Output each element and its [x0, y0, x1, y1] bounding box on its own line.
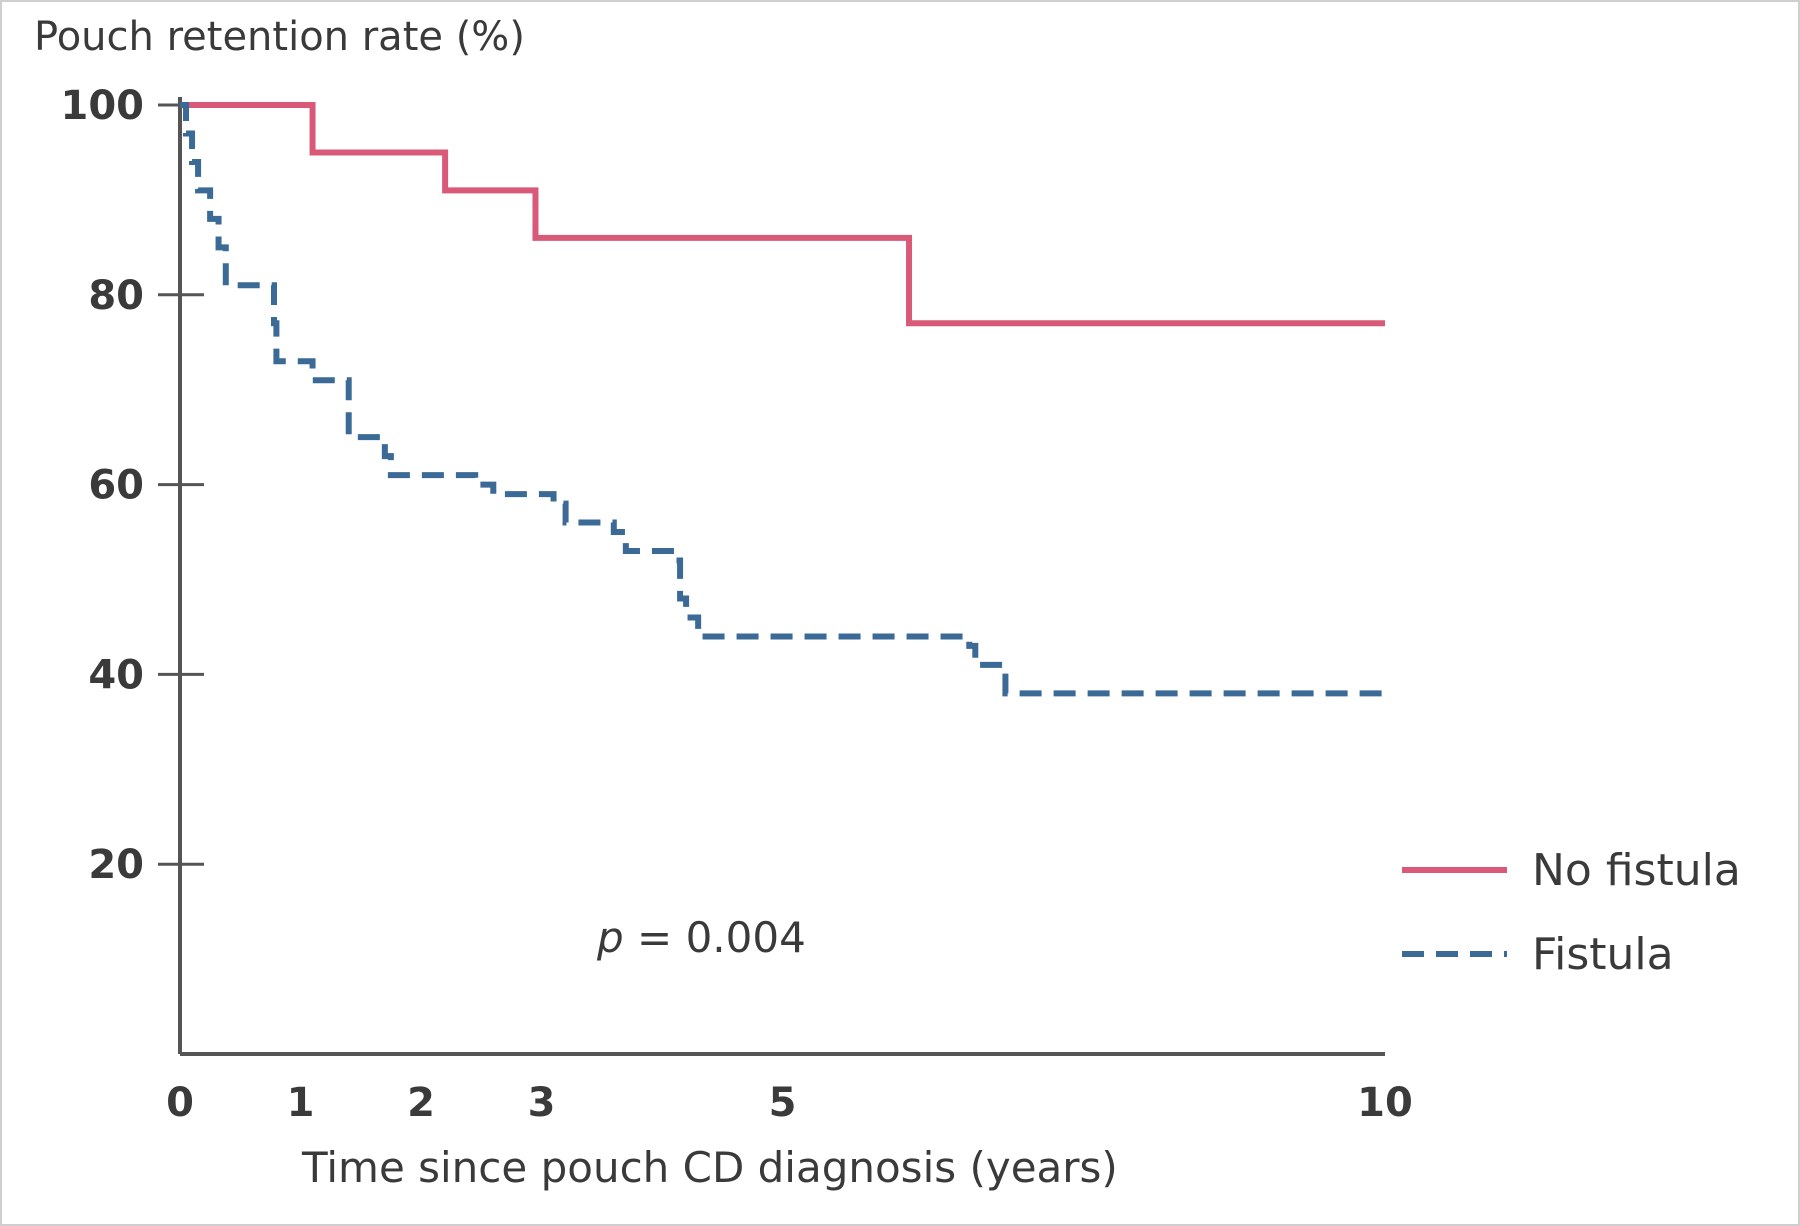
p-value-annotation: p = 0.004	[596, 913, 806, 962]
p-value-symbol: p	[596, 913, 624, 962]
y-axis-label: Pouch retention rate (%)	[34, 14, 525, 60]
axes: 20 40 60 80 100 0 1 2 3 5 10	[61, 83, 1413, 1126]
legend-label: Fistula	[1532, 929, 1674, 980]
y-tick-label: 100	[61, 83, 145, 129]
series-line-fistula	[180, 102, 1385, 697]
y-tick-label: 60	[88, 463, 144, 509]
y-tick-label: 40	[88, 652, 144, 698]
x-tick-label: 10	[1357, 1080, 1413, 1126]
y-tick-label: 80	[88, 273, 144, 319]
series-line-no-fistula	[180, 102, 1385, 327]
x-tick-label: 3	[528, 1080, 556, 1126]
legend-label: No fistula	[1532, 845, 1741, 896]
legend: No fistula Fistula	[1402, 845, 1741, 980]
x-tick-label: 1	[287, 1080, 315, 1126]
series-layer	[180, 102, 1385, 697]
x-tick-label: 0	[166, 1080, 194, 1126]
y-tick-label: 20	[88, 842, 144, 888]
x-tick-label: 2	[407, 1080, 435, 1126]
x-tick-label: 5	[769, 1080, 797, 1126]
p-value-number: = 0.004	[624, 913, 806, 962]
x-axis-label: Time since pouch CD diagnosis (years)	[301, 1143, 1118, 1192]
